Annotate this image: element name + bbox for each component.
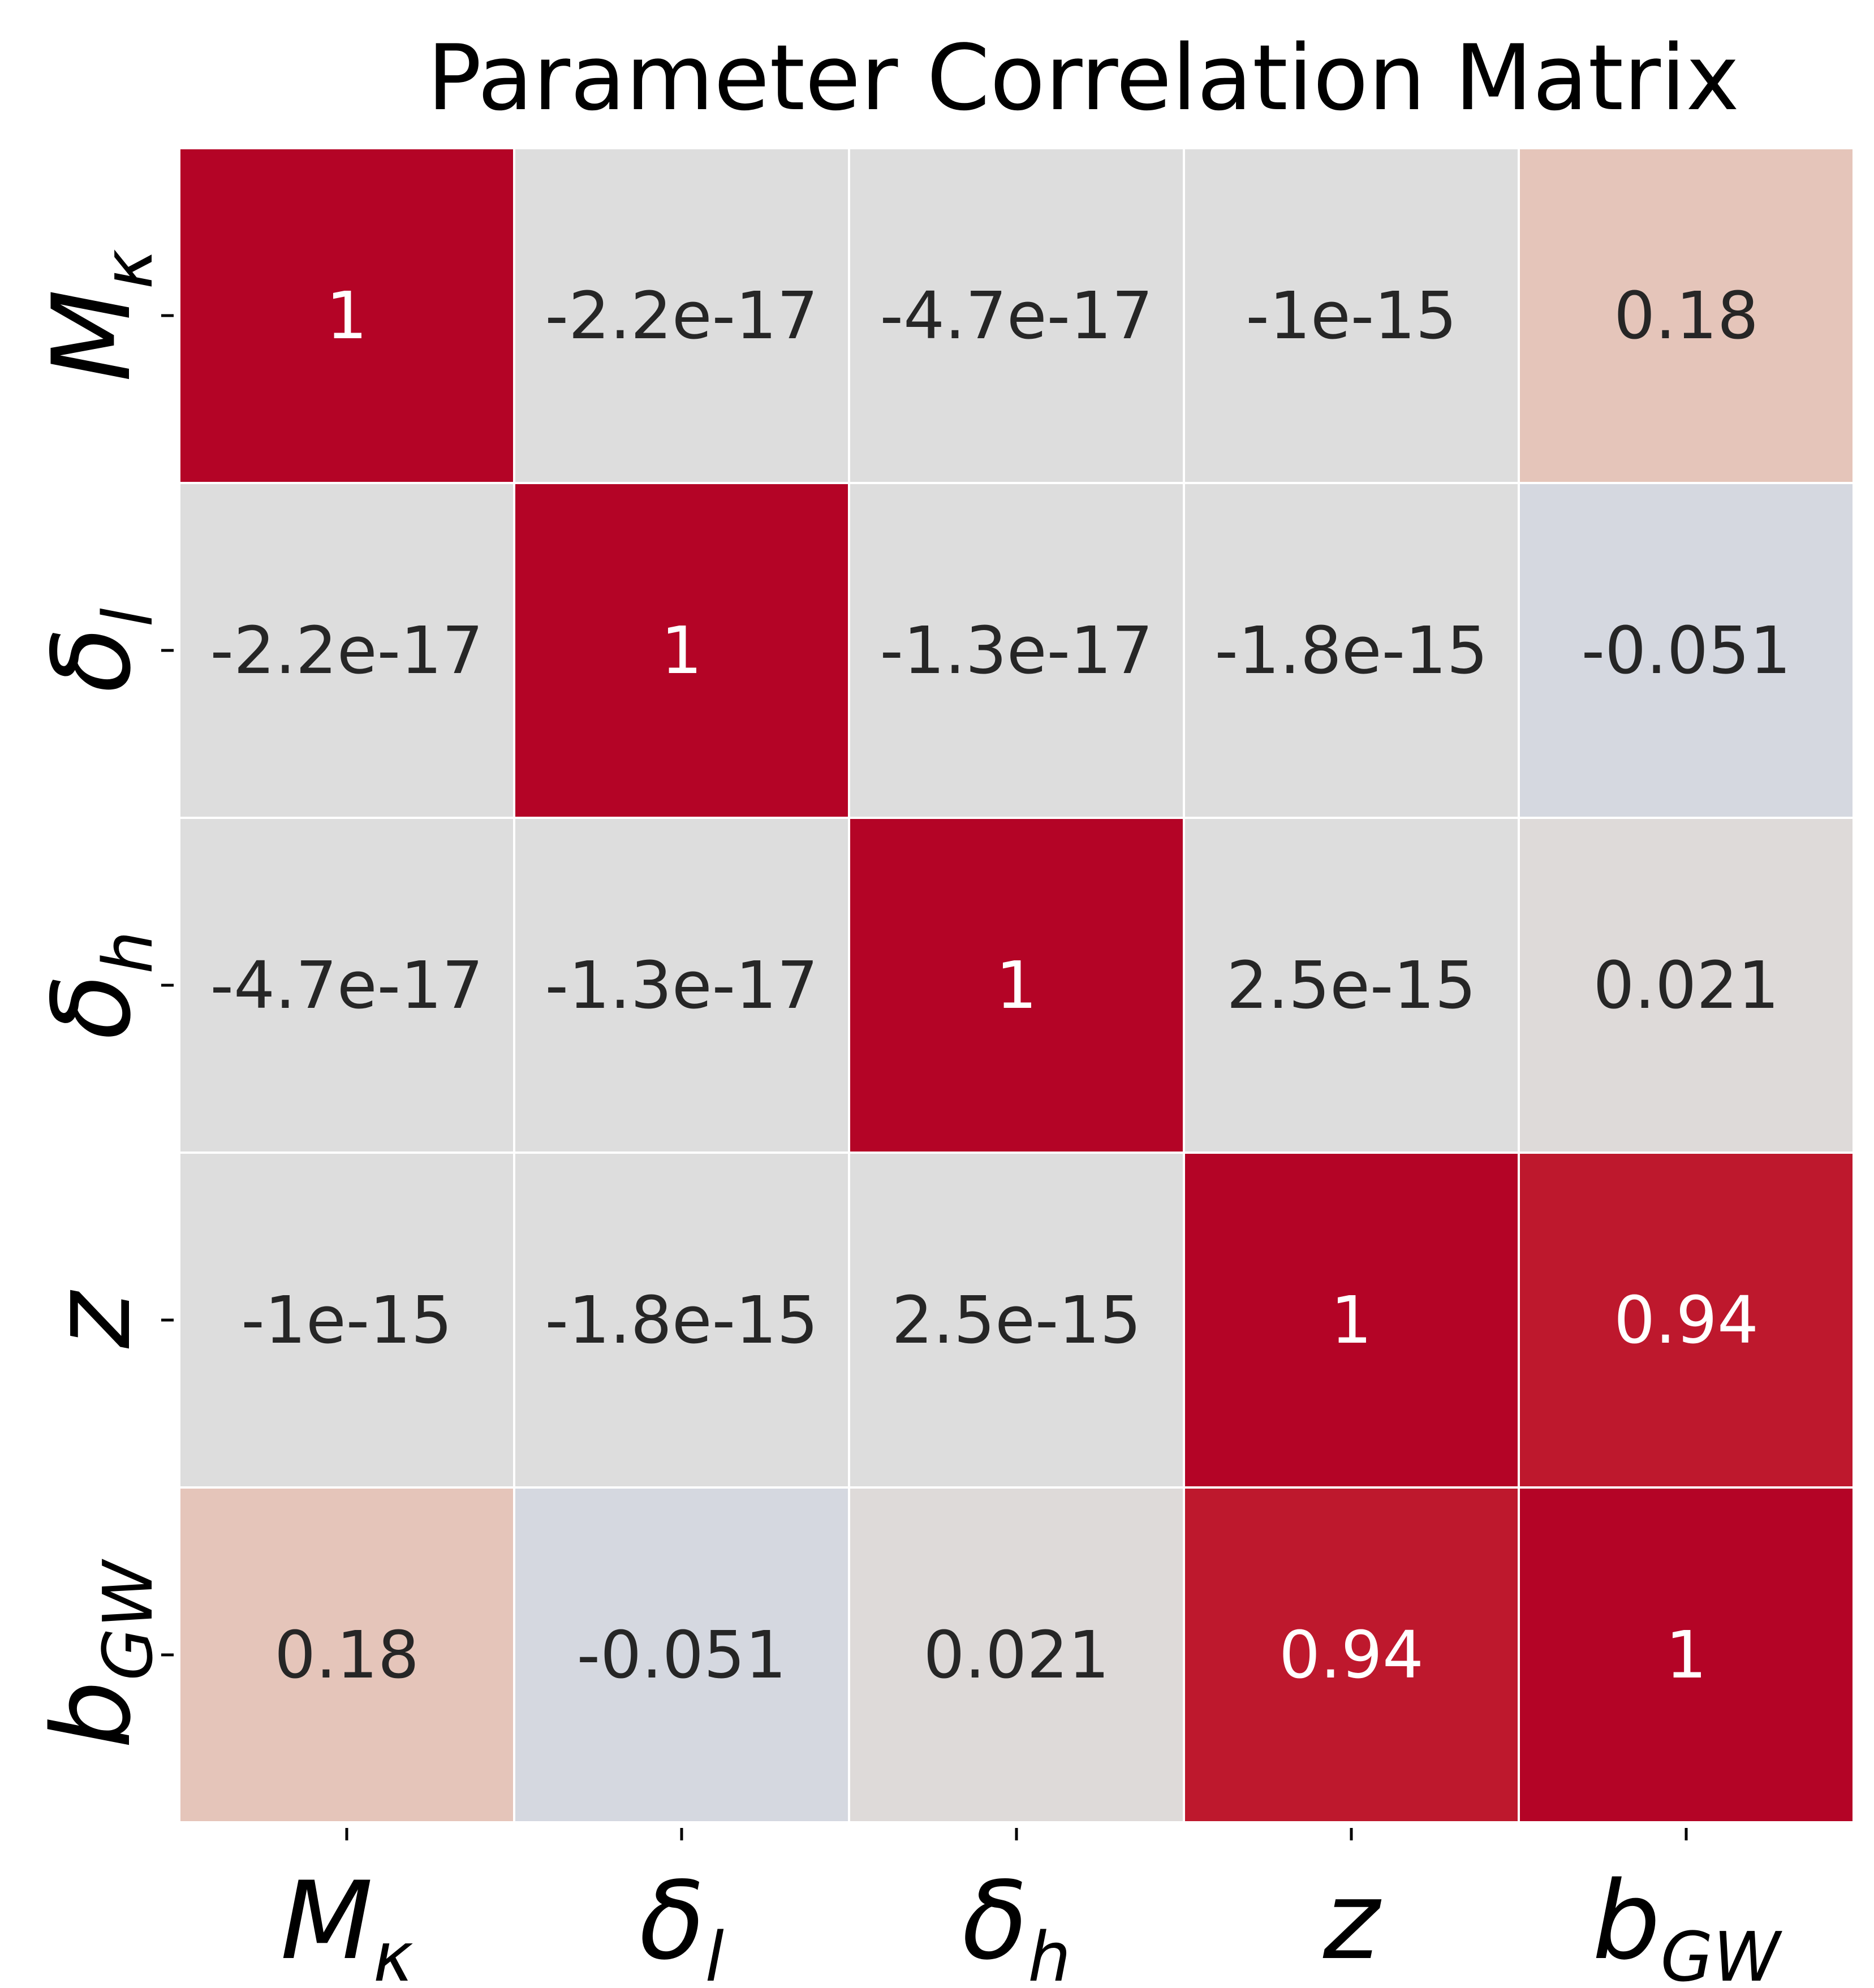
cell-annotation-1-2: -1.3e-17 bbox=[880, 613, 1153, 689]
cell-annotation-3-0: -1e-15 bbox=[241, 1283, 452, 1359]
heatmap-cell-3-2 bbox=[848, 1152, 1185, 1489]
cell-annotation-4-1: -0.051 bbox=[577, 1618, 787, 1693]
heatmap-cell-1-4 bbox=[1518, 482, 1855, 819]
x-tick-label-3: z bbox=[1322, 1858, 1382, 1983]
y-tick-label-1: δl bbox=[29, 608, 168, 693]
y-tick-label-0: Mκ bbox=[29, 249, 168, 382]
cell-annotation-3-3: 1 bbox=[1330, 1283, 1372, 1359]
x-tick-label-1: δl bbox=[639, 1858, 724, 1988]
y-tick-label-2: δh bbox=[29, 931, 168, 1040]
cell-annotations: 1 -2.2e-17 -4.7e-17 -1e-15 0.18 -2.2e-17 1 -1.3… bbox=[210, 278, 1791, 1693]
x-tick-label-2: δh bbox=[962, 1858, 1071, 1988]
cell-annotation-3-2: 2.5e-15 bbox=[891, 1283, 1141, 1359]
cell-annotation-0-2: -4.7e-17 bbox=[880, 278, 1153, 354]
heatmap-cell-1-2 bbox=[848, 482, 1185, 819]
cell-annotation-4-4: 1 bbox=[1665, 1618, 1707, 1693]
cell-annotation-0-1: -2.2e-17 bbox=[545, 278, 818, 354]
y-tick-label-3: z bbox=[29, 1290, 154, 1349]
heatmap-cells bbox=[178, 147, 1855, 1823]
cell-annotation-1-4: -0.051 bbox=[1582, 613, 1791, 689]
heatmap-cell-3-1 bbox=[513, 1152, 850, 1489]
heatmap-cell-2-4 bbox=[1518, 817, 1855, 1154]
cell-annotation-3-1: -1.8e-15 bbox=[545, 1283, 818, 1359]
heatmap-cell-4-1 bbox=[513, 1486, 850, 1823]
x-tick-label-0: Mκ bbox=[281, 1858, 413, 1988]
cell-annotation-0-4: 0.18 bbox=[1614, 278, 1759, 354]
cell-annotation-1-1: 1 bbox=[661, 613, 702, 689]
chart-title: Parameter Correlation Matrix bbox=[427, 25, 1739, 131]
heatmap-cell-4-0 bbox=[178, 1486, 515, 1823]
cell-annotation-2-0: -4.7e-17 bbox=[210, 948, 484, 1024]
cell-annotation-3-4: 0.94 bbox=[1614, 1283, 1759, 1359]
cell-annotation-0-0: 1 bbox=[326, 278, 367, 354]
cell-annotation-1-0: -2.2e-17 bbox=[210, 613, 484, 689]
heatmap-cell-3-4 bbox=[1518, 1152, 1855, 1489]
cell-annotation-2-4: 0.021 bbox=[1593, 948, 1779, 1024]
heatmap-cell-1-1 bbox=[513, 482, 850, 819]
cell-annotation-4-2: 0.021 bbox=[923, 1618, 1109, 1693]
heatmap-cell-2-3 bbox=[1183, 817, 1520, 1154]
heatmap-cell-3-0 bbox=[178, 1152, 515, 1489]
cell-annotation-0-3: -1e-15 bbox=[1246, 278, 1457, 354]
cell-annotation-4-3: 0.94 bbox=[1279, 1618, 1424, 1693]
heatmap-cell-2-2 bbox=[848, 817, 1185, 1154]
cell-annotation-2-2: 1 bbox=[996, 948, 1037, 1024]
x-tick-label-4: bGW bbox=[1592, 1858, 1783, 1988]
y-tick-label-4: bGW bbox=[29, 1559, 168, 1749]
heatmap-cell-0-3 bbox=[1183, 147, 1520, 484]
cell-annotation-2-3: 2.5e-15 bbox=[1226, 948, 1476, 1024]
cell-annotation-4-0: 0.18 bbox=[274, 1618, 419, 1693]
heatmap-cell-0-0 bbox=[178, 147, 515, 484]
heatmap-cell-4-4 bbox=[1518, 1486, 1855, 1823]
heatmap-cell-0-1 bbox=[513, 147, 850, 484]
heatmap-cell-1-0 bbox=[178, 482, 515, 819]
heatmap-cell-3-3 bbox=[1183, 1152, 1520, 1489]
x-axis: Mκ δl δh z bGW bbox=[281, 1828, 1783, 1988]
heatmap-cell-2-1 bbox=[513, 817, 850, 1154]
y-axis: Mκ δl δh z bGW bbox=[29, 249, 174, 1749]
cell-annotation-1-3: -1.8e-15 bbox=[1215, 613, 1488, 689]
heatmap-cell-4-2 bbox=[848, 1486, 1185, 1823]
heatmap-cell-0-4 bbox=[1518, 147, 1855, 484]
heatmap-cell-0-2 bbox=[848, 147, 1185, 484]
cell-annotation-2-1: -1.3e-17 bbox=[545, 948, 818, 1024]
